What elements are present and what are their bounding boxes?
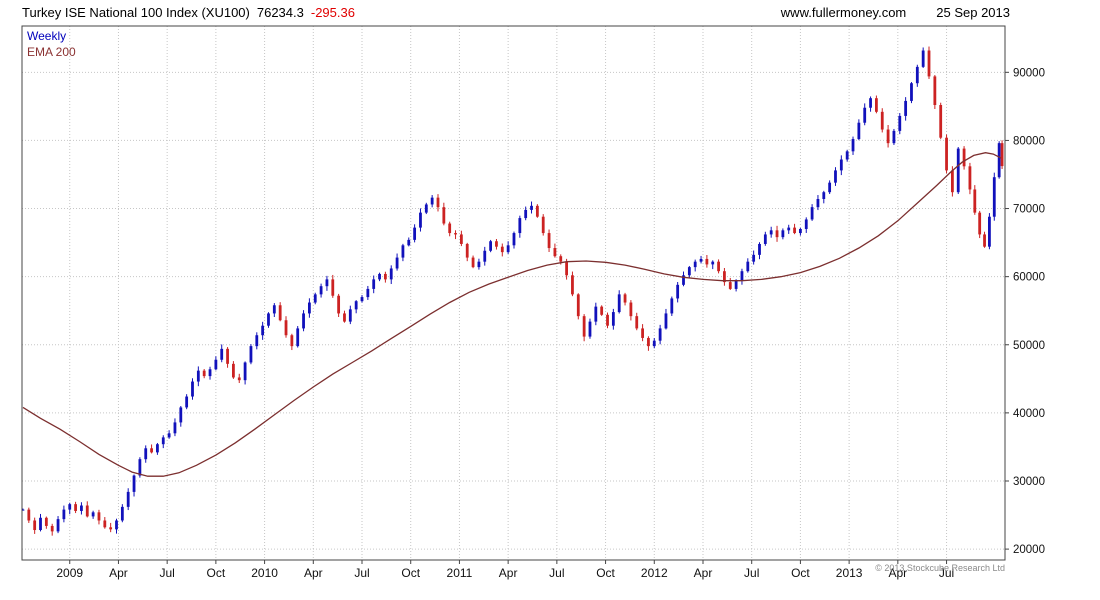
svg-text:2012: 2012: [641, 566, 668, 580]
last-price: 76234.3: [256, 4, 304, 20]
svg-text:Oct: Oct: [791, 566, 810, 580]
svg-text:Oct: Oct: [207, 566, 226, 580]
title-group: Turkey ISE National 100 Index (XU100) 76…: [0, 5, 355, 20]
svg-text:40000: 40000: [1013, 408, 1045, 420]
svg-text:80000: 80000: [1013, 135, 1045, 147]
svg-text:2013: 2013: [836, 566, 863, 580]
svg-text:Jul: Jul: [549, 566, 564, 580]
svg-text:Apr: Apr: [304, 566, 323, 580]
chart-title: Turkey ISE National 100 Index (XU100): [22, 4, 250, 20]
site-url: www.fullermoney.com: [780, 4, 907, 20]
chart-header: Turkey ISE National 100 Index (XU100) 76…: [0, 2, 1100, 22]
svg-text:Apr: Apr: [499, 566, 518, 580]
copyright: © 2013 Stockcube Research Ltd: [875, 563, 1005, 573]
svg-text:2011: 2011: [447, 566, 473, 580]
header-right: www.fullermoney.com 25 Sep 2013: [781, 5, 1100, 20]
chart-date: 25 Sep 2013: [936, 4, 1010, 20]
svg-text:30000: 30000: [1013, 476, 1045, 488]
chart-legend: Weekly EMA 200: [27, 28, 76, 60]
svg-text:2009: 2009: [56, 566, 83, 580]
svg-text:Apr: Apr: [888, 566, 907, 580]
svg-text:Apr: Apr: [109, 566, 128, 580]
svg-text:Jul: Jul: [744, 566, 759, 580]
price-change: -295.36: [310, 4, 355, 20]
svg-text:90000: 90000: [1013, 67, 1045, 79]
svg-text:60000: 60000: [1013, 272, 1045, 284]
svg-text:20000: 20000: [1013, 544, 1045, 556]
svg-text:Jul: Jul: [159, 566, 174, 580]
svg-text:Jul: Jul: [354, 566, 369, 580]
legend-weekly: Weekly: [27, 29, 67, 43]
svg-text:Apr: Apr: [694, 566, 713, 580]
legend-ema: EMA 200: [27, 45, 76, 59]
svg-text:70000: 70000: [1013, 204, 1045, 216]
svg-text:Oct: Oct: [596, 566, 615, 580]
svg-text:Jul: Jul: [939, 566, 954, 580]
svg-text:2010: 2010: [251, 566, 278, 580]
svg-text:50000: 50000: [1013, 340, 1045, 352]
svg-text:Oct: Oct: [401, 566, 420, 580]
chart-area: 20000 30000 40000 50000 60000 70000 80000 90000…: [0, 22, 1100, 600]
candlestick-chart: 20000 30000 40000 50000 60000 70000 80000 90000…: [21, 25, 1045, 580]
